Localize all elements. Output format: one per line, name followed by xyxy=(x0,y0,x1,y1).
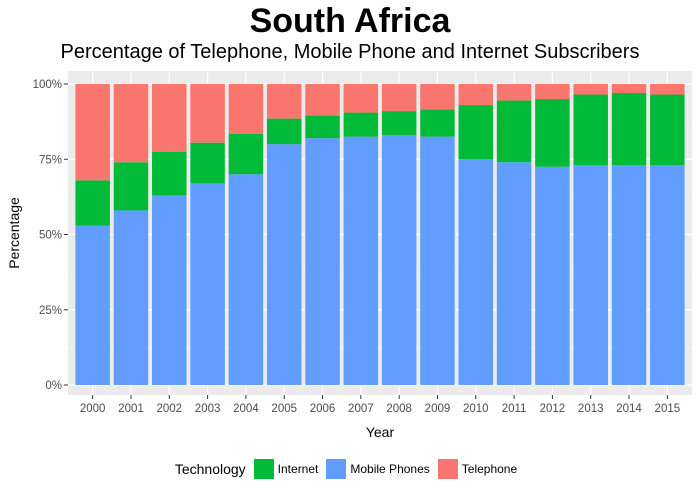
bar-internet xyxy=(611,93,647,166)
bar-internet xyxy=(381,111,417,136)
bar-telephone xyxy=(420,84,455,110)
bar-telephone xyxy=(496,84,532,101)
y-tick-label: 0% xyxy=(45,380,62,392)
bar-internet xyxy=(190,142,225,184)
x-tick-label: 2011 xyxy=(502,403,527,415)
bar-internet xyxy=(343,112,379,137)
bar-mobile-phones xyxy=(611,165,647,385)
legend-item: Mobile Phones xyxy=(326,459,430,479)
bar-internet xyxy=(573,94,608,166)
x-tick-label: 2005 xyxy=(271,403,297,415)
legend-label: Internet xyxy=(277,462,319,476)
y-tick-label: 50% xyxy=(39,230,62,242)
x-axis: 2000 2001 2002 2003 2004 2005 2006 2007 2008 2009… xyxy=(80,395,680,415)
bar-mobile-phones xyxy=(535,166,570,385)
bar-telephone xyxy=(266,84,302,119)
y-axis-title: Percentage xyxy=(6,197,22,269)
legend: Technology Internet Mobile Phones Telephon… xyxy=(0,459,700,479)
bar-mobile-phones xyxy=(113,210,149,385)
x-tick-label: 2007 xyxy=(348,403,374,415)
bar-mobile-phones xyxy=(190,183,225,385)
x-tick-label: 2014 xyxy=(616,403,642,415)
bar-mobile-phones xyxy=(420,136,455,385)
x-tick-label: 2006 xyxy=(310,403,336,415)
bar-telephone xyxy=(573,84,608,95)
bar-internet xyxy=(266,118,302,145)
legend-label: Mobile Phones xyxy=(350,462,430,476)
bar-mobile-phones xyxy=(573,165,608,385)
x-tick-label: 2010 xyxy=(463,403,489,415)
bars xyxy=(75,84,685,385)
x-tick-label: 2013 xyxy=(578,403,604,415)
bar-telephone xyxy=(343,84,379,113)
bar-telephone xyxy=(190,84,225,143)
bar-internet xyxy=(152,151,187,196)
bar-telephone xyxy=(305,84,340,116)
legend-swatch xyxy=(253,459,274,479)
bar-mobile-phones xyxy=(228,174,264,385)
bar-telephone xyxy=(152,84,187,152)
bar-internet xyxy=(496,100,532,163)
bar-internet xyxy=(535,99,570,167)
bar-internet xyxy=(458,105,494,160)
y-tick-label: 75% xyxy=(39,154,62,166)
bar-mobile-phones xyxy=(458,159,494,385)
y-tick-label: 25% xyxy=(39,305,62,317)
legend-swatch xyxy=(326,459,347,479)
bar-internet xyxy=(305,115,340,139)
x-tick-label: 2003 xyxy=(195,403,221,415)
chart-subtitle: Percentage of Telephone, Mobile Phone an… xyxy=(60,41,640,63)
bar-internet xyxy=(75,180,110,226)
x-tick-label: 2000 xyxy=(80,403,106,415)
x-tick-label: 2012 xyxy=(540,403,566,415)
bar-mobile-phones xyxy=(650,165,685,385)
bar-internet xyxy=(228,133,264,175)
bar-telephone xyxy=(75,84,110,181)
y-axis: 0% 25% 50% 75% 100% xyxy=(33,79,68,392)
bar-internet xyxy=(650,94,685,166)
bar-telephone xyxy=(611,84,647,94)
bar-telephone xyxy=(650,84,685,95)
x-tick-label: 2008 xyxy=(386,403,412,415)
legend-title: Technology xyxy=(174,461,246,477)
bar-mobile-phones xyxy=(75,225,110,385)
bar-telephone xyxy=(381,84,417,112)
legend-item: Telephone xyxy=(437,459,518,479)
bar-mobile-phones xyxy=(496,162,532,385)
bar-telephone xyxy=(458,84,494,106)
legend-label: Telephone xyxy=(461,462,518,476)
x-axis-title: Year xyxy=(366,424,395,440)
bar-mobile-phones xyxy=(305,138,340,385)
bar-telephone xyxy=(228,84,264,134)
bar-telephone xyxy=(535,84,570,100)
x-tick-label: 2015 xyxy=(655,403,681,415)
y-tick-label: 100% xyxy=(33,79,62,91)
legend-item: Internet xyxy=(253,459,319,479)
legend-swatch xyxy=(437,459,458,479)
bar-mobile-phones xyxy=(343,136,379,385)
chart-title: South Africa xyxy=(249,2,451,40)
bar-mobile-phones xyxy=(152,195,187,385)
x-tick-label: 2009 xyxy=(425,403,451,415)
bar-mobile-phones xyxy=(266,144,302,385)
bar-internet xyxy=(113,162,149,211)
x-tick-label: 2001 xyxy=(118,403,144,415)
x-tick-label: 2002 xyxy=(156,403,182,415)
bar-mobile-phones xyxy=(381,135,417,385)
bar-telephone xyxy=(113,84,149,163)
x-tick-label: 2004 xyxy=(233,403,259,415)
bar-internet xyxy=(420,109,455,137)
